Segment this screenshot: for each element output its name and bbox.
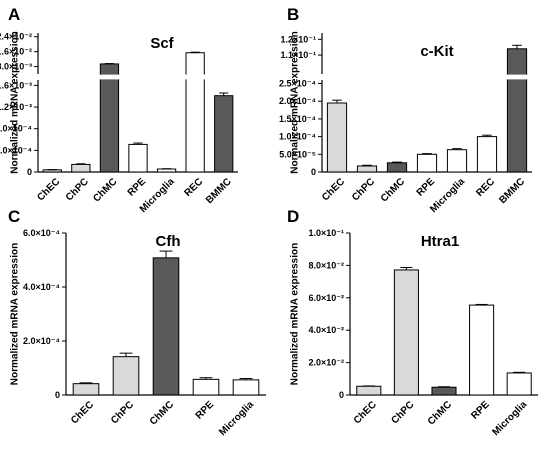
bar (71, 163, 91, 173)
y-tick-label: 1.0×10⁻⁴ (279, 132, 316, 142)
y-tick-label: 1.1×10⁻¹ (280, 50, 316, 60)
x-tick-label: RPE (126, 176, 149, 199)
bar (326, 102, 348, 173)
bar (393, 269, 419, 396)
bar (416, 153, 438, 173)
y-tick-label: 2.5×10⁻⁴ (279, 79, 316, 89)
panel-title: Scf (150, 35, 174, 52)
y-tick-label: 2.0×10⁻⁴ (23, 336, 60, 346)
x-tick-label: ChPC (350, 176, 377, 203)
y-tick-label: 2.0×10⁻⁴ (279, 96, 316, 106)
bar (386, 162, 408, 173)
panel-title: Cfh (156, 233, 181, 250)
x-tick-label: RPE (415, 176, 438, 199)
panel-b: Bc-Kit Normalized mRNA expression 0 5.0×10⁻… (279, 5, 536, 215)
panel-letter: A (8, 5, 20, 24)
bar (446, 149, 468, 173)
y-tick-label: 1.5×10⁻⁴ (279, 114, 316, 124)
bar (506, 372, 532, 396)
panel-letter: C (8, 207, 20, 226)
y-tick-label: 8.0×10⁻² (308, 260, 344, 270)
bar (112, 356, 140, 396)
x-tick-label: ChMC (426, 399, 454, 427)
y-tick-label: 6.0×10⁻² (308, 293, 344, 303)
x-tick-label: ChMC (91, 176, 119, 204)
y-axis-label: Normalized mRNA expression (10, 31, 21, 173)
y-tick-label: 1.2×10⁻³ (0, 102, 32, 112)
panel-letter: B (287, 5, 299, 24)
x-tick-label: ChPC (389, 399, 416, 426)
y-tick-label: 1.2×10⁻¹ (280, 34, 316, 44)
x-tick-label: Microglia (217, 399, 256, 438)
y-tick-label: 0 (27, 167, 32, 177)
panel-a: A Scf Normalized mRNA expression 0 4.0×10⁻⁴ 8… (0, 5, 242, 215)
y-tick-label: 4.0×10⁻² (308, 325, 344, 335)
y-tick-label: 2.0×10⁻² (308, 358, 344, 368)
y-tick-label: 1.0×10⁻¹ (308, 228, 344, 238)
x-tick-label: ChEC (352, 399, 379, 426)
y-tick-label: 0 (55, 390, 60, 400)
x-tick-label: BMMC (497, 176, 527, 206)
x-tick-label: ChMC (148, 399, 176, 427)
y-tick-label: 1.6×10⁻² (0, 47, 32, 57)
bar (152, 257, 180, 396)
bar (469, 304, 495, 396)
bar (506, 48, 528, 173)
x-tick-label: RPE (194, 399, 217, 422)
panel-c: C Cfh Normalized mRNA expression 0 2.0×10⁻⁴ 4… (8, 207, 266, 438)
y-tick-label: 1.6×10⁻³ (0, 80, 32, 90)
x-tick-label: Microglia (490, 399, 529, 438)
bar (214, 95, 234, 173)
x-tick-label: RPE (469, 399, 492, 422)
y-tick-label: 8.0×10⁻⁴ (0, 124, 32, 134)
x-tick-label: ChMC (379, 176, 407, 204)
y-tick-label: 0 (339, 390, 344, 400)
bar (356, 385, 382, 396)
bar (185, 52, 205, 173)
y-tick-label: 8.0×10⁻³ (0, 62, 32, 72)
x-tick-label: ChEC (69, 399, 96, 426)
bar (42, 169, 62, 173)
y-tick-label: 2.4×10⁻² (0, 32, 32, 42)
y-tick-label: 4.0×10⁻⁴ (0, 145, 32, 155)
bar (99, 63, 120, 173)
panel-d: D Htra1 Normalized mRNA expression 0 2.0×10⁻… (287, 207, 538, 438)
x-tick-label: REC (182, 176, 205, 199)
y-axis-label: Normalized mRNA expression (290, 243, 301, 385)
y-tick-label: 0 (311, 167, 316, 177)
panel-title: c-Kit (420, 43, 453, 60)
x-tick-label: ChPC (64, 176, 91, 203)
bar (232, 379, 260, 396)
y-tick-label: 6.0×10⁻⁴ (23, 228, 60, 238)
bar (476, 136, 498, 173)
y-tick-label: 5.0×10⁻⁵ (279, 149, 316, 159)
x-tick-label: REC (474, 176, 497, 199)
axis-break-gap (32, 74, 242, 80)
bar (128, 143, 148, 173)
y-axis-label: Normalized mRNA expression (10, 243, 21, 385)
x-tick-label: ChPC (109, 399, 136, 426)
bar (72, 383, 100, 396)
bar (192, 378, 220, 396)
y-axis-label: Normalized mRNA expression (290, 31, 301, 173)
x-tick-label: ChEC (35, 176, 62, 203)
bar (431, 386, 457, 396)
x-tick-label: ChEC (320, 176, 347, 203)
panel-title: Htra1 (421, 233, 459, 250)
bar (356, 165, 378, 173)
axis-break-gap (316, 74, 536, 80)
panel-letter: D (287, 207, 299, 226)
y-tick-label: 4.0×10⁻⁴ (23, 282, 60, 292)
bar (156, 168, 177, 173)
x-tick-label: BMMC (204, 176, 234, 206)
